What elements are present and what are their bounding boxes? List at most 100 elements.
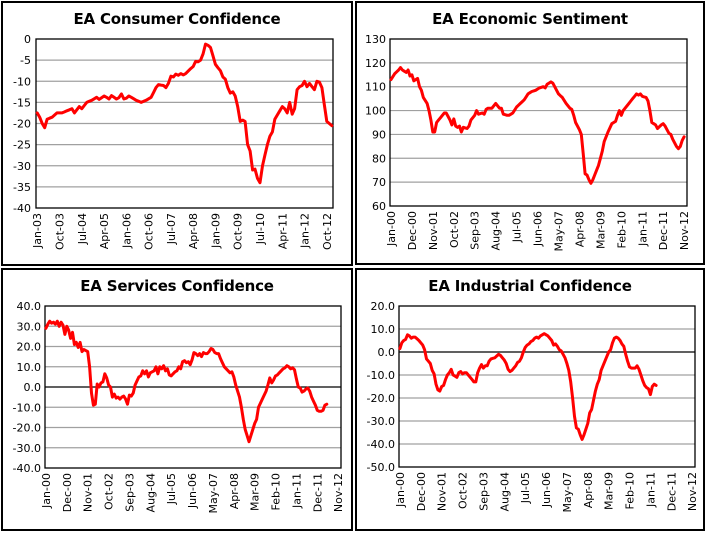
x-tick-label: Jul-05 — [165, 473, 178, 505]
plot-area — [398, 305, 696, 468]
series-line — [44, 319, 329, 444]
x-tick-label: Jan-00 — [385, 211, 398, 247]
y-tick-label: -20.0 — [13, 422, 41, 435]
plot-area — [44, 305, 342, 469]
y-tick-label: 0.0 — [378, 346, 396, 359]
x-tick-label: Apr-08 — [582, 472, 595, 508]
x-tick-label: May-07 — [561, 472, 574, 513]
chart-panel-industrial-confidence: EA Industrial Confidence — [355, 268, 705, 531]
x-tick-label: Feb-10 — [615, 211, 628, 248]
chart-title: EA Services Confidence — [80, 277, 274, 295]
y-tick-label: -40.0 — [367, 438, 395, 451]
x-tick-label: Oct-02 — [448, 211, 461, 248]
x-tick-label: Apr-08 — [573, 211, 586, 247]
x-tick-label: Jun-06 — [186, 473, 199, 509]
x-tick-label: Dec-11 — [311, 473, 324, 512]
y-tick-label: 10.0 — [371, 323, 396, 336]
y-tick-label: 40.0 — [17, 300, 42, 313]
x-tick-label: Jul-05 — [511, 211, 524, 243]
x-tick-label: Oct-09 — [232, 213, 245, 250]
x-tick-label: Oct-02 — [457, 472, 470, 509]
x-tick-label: Oct-02 — [103, 473, 116, 510]
x-tick-label: Nov-12 — [678, 211, 691, 250]
x-tick-label: Jul-05 — [519, 472, 532, 504]
y-tick-label: -10.0 — [13, 401, 41, 414]
plot-area — [35, 38, 334, 209]
x-tick-label: Feb-10 — [270, 473, 283, 510]
x-tick-label: Apr-05 — [98, 213, 111, 249]
y-tick-label: 0 — [24, 33, 31, 46]
x-tick-label: Oct-06 — [143, 213, 156, 250]
series-line — [389, 66, 686, 185]
x-tick-label: Nov-01 — [427, 211, 440, 250]
chart-panel-services-confidence: EA Services Confidence — [1, 268, 353, 531]
x-tick-label: Aug-04 — [498, 472, 511, 511]
chart-title: EA Consumer Confidence — [73, 10, 281, 28]
x-tick-label: Jun-06 — [540, 472, 553, 508]
x-tick-label: Jan-11 — [644, 472, 657, 508]
chart-panel-consumer-confidence: EA Consumer Confidence — [1, 1, 353, 266]
x-tick-label: Jan-11 — [290, 473, 303, 509]
x-tick-label: Jan-12 — [299, 213, 312, 249]
x-tick-label: Nov-12 — [332, 473, 345, 512]
x-tick-label: May-07 — [207, 473, 220, 514]
x-tick-label: Aug-04 — [144, 473, 157, 512]
x-tick-label: Feb-10 — [624, 472, 637, 509]
y-tick-label: -20 — [13, 118, 31, 131]
x-tick-label: Dec-00 — [61, 473, 74, 512]
y-tick-label: -50.0 — [367, 461, 395, 474]
x-tick-label: Apr-08 — [228, 473, 241, 509]
y-tick-label: 30.0 — [17, 320, 42, 333]
x-tick-label: Nov-01 — [436, 472, 449, 511]
chart-title: EA Industrial Confidence — [428, 277, 632, 295]
y-tick-label: 130 — [365, 33, 386, 46]
series-line — [35, 42, 334, 185]
x-tick-label: Jul-07 — [165, 213, 178, 245]
x-tick-label: Nov-01 — [82, 473, 95, 512]
y-tick-label: 10.0 — [17, 361, 42, 374]
x-tick-label: Jun-06 — [532, 211, 545, 247]
x-tick-label: Jan-00 — [394, 472, 407, 508]
x-tick-label: Nov-12 — [686, 472, 699, 511]
y-tick-label: 0.0 — [24, 381, 42, 394]
y-tick-label: -10.0 — [367, 369, 395, 382]
y-tick-label: -20.0 — [367, 392, 395, 405]
y-tick-label: -30.0 — [13, 442, 41, 455]
x-tick-label: Oct-12 — [321, 213, 334, 250]
y-tick-label: -15 — [13, 96, 31, 109]
chart-title: EA Economic Sentiment — [432, 10, 628, 28]
y-tick-label: -25 — [13, 139, 31, 152]
y-tick-label: 120 — [365, 57, 386, 70]
x-tick-label: Jan-00 — [40, 473, 53, 509]
y-tick-label: 70 — [372, 176, 386, 189]
y-tick-label: 20.0 — [371, 300, 396, 313]
y-tick-label: -30 — [13, 160, 31, 173]
x-tick-label: Jul-04 — [76, 213, 89, 245]
x-tick-label: Jan-09 — [209, 213, 222, 249]
y-tick-label: 60 — [372, 200, 386, 213]
y-tick-label: 90 — [372, 128, 386, 141]
y-tick-label: -40.0 — [13, 462, 41, 475]
y-tick-label: 100 — [365, 105, 386, 118]
y-tick-label: -40 — [13, 202, 31, 215]
y-tick-label: -30.0 — [367, 415, 395, 428]
y-tick-label: -5 — [20, 54, 31, 67]
x-tick-label: Dec-00 — [406, 211, 419, 250]
chart-panel-economic-sentiment: EA Economic Sentiment — [355, 1, 705, 265]
y-tick-label: 80 — [372, 152, 386, 165]
series-line — [398, 332, 658, 441]
x-tick-label: Sep-03 — [469, 211, 482, 250]
x-tick-label: Dec-11 — [665, 472, 678, 511]
x-tick-label: Apr-08 — [187, 213, 200, 249]
y-tick-label: -10 — [13, 75, 31, 88]
y-tick-label: 20.0 — [17, 341, 42, 354]
x-tick-label: Mar-09 — [603, 472, 616, 510]
x-tick-label: Jan-11 — [636, 211, 649, 247]
x-tick-label: Dec-11 — [657, 211, 670, 250]
x-tick-label: Dec-00 — [415, 472, 428, 511]
y-tick-label: -35 — [13, 181, 31, 194]
plot-area — [389, 38, 688, 207]
x-tick-label: May-07 — [552, 211, 565, 252]
x-tick-label: Aug-04 — [490, 211, 503, 250]
